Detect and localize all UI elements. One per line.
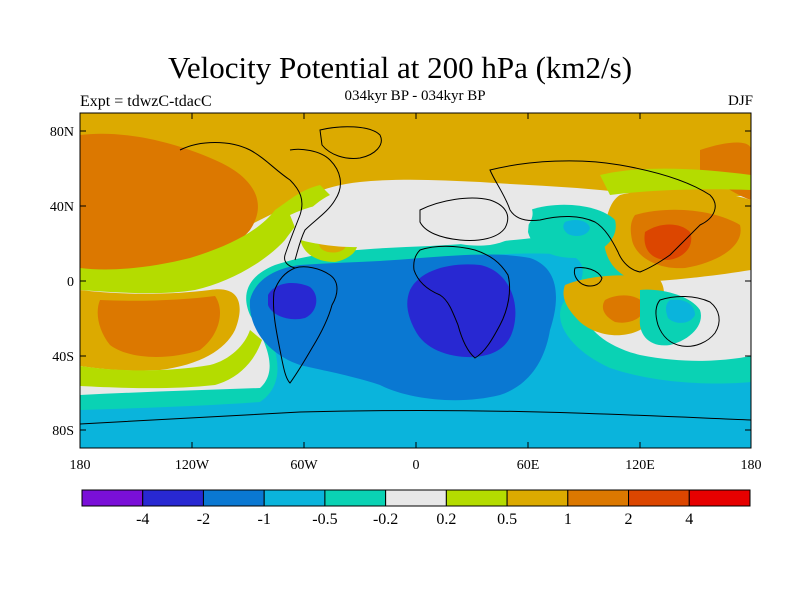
lon-label-180e: 180 [741,458,762,473]
lat-label-40n: 40N [50,200,74,215]
colorbar-label: 4 [685,511,693,528]
contour-west-pacific-maximum [644,224,692,260]
contour-north-pacific-positive [80,133,258,281]
colorbar-label: -4 [136,511,149,528]
lon-label-60w: 60W [290,458,318,473]
lon-ticks [191,113,641,448]
coastline-north-america-west [179,142,303,269]
contour-indian-core [602,295,645,323]
lat-label-80n: 80N [50,125,74,140]
contour-mediterranean-neutral [430,193,533,246]
colorbar-swatch [688,489,751,507]
colorbar-label: -0.5 [312,511,337,528]
lat-ticks [80,130,751,431]
contour-australia-core [665,299,695,323]
lon-label-0: 0 [413,458,420,473]
contour-pacific-ring [80,185,330,294]
contour-africa-minimum [407,264,516,358]
coastline-greenland [319,126,382,159]
colorbar-label: 0.2 [436,511,456,528]
colorbar-swatch [263,489,326,507]
colorbar-label: 0.5 [497,511,517,528]
contour-south-america-minimum [268,283,317,320]
coastline-antarctica [80,410,751,425]
lat-label-40s: 40S [52,350,74,365]
colorbar-label: -0.2 [373,511,398,528]
contour-atlantic-neutral [290,202,401,248]
colorbar-label: -2 [197,511,210,528]
lat-label-eq: 0 [67,275,74,290]
colorbar-swatch [567,489,630,507]
colorbar: -4 -2 -1 -0.5 -0.2 0.2 0.5 1 2 4 [81,489,751,528]
contour-field [80,113,751,448]
colorbar-swatch [385,489,447,507]
contour-siberia-ring [600,168,751,195]
lon-label-60e: 60E [517,458,540,473]
season-label: DJF [727,93,753,109]
coastline-africa [413,245,511,359]
colorbar-label: -1 [258,511,271,528]
colorbar-swatch [81,489,144,507]
coastline-south-america [273,266,338,384]
lon-label-120e: 120E [625,458,655,473]
coastline-indonesia [573,267,603,287]
contour-south-pacific-ring [80,330,262,389]
colorbar-swatch [628,489,690,507]
colorbar-swatch [324,489,387,507]
contour-north-band [80,113,751,272]
coastlines [80,126,751,425]
colorbar-swatch [445,489,508,507]
coastline-europe [419,197,509,241]
chart-subtitle: 034kyr BP - 034kyr BP [344,88,486,104]
coastline-asia [489,160,716,273]
experiment-label: Expt = tdwzC-tdacC [80,93,212,110]
contour-south-pacific-core [97,296,220,357]
colorbar-label: 2 [625,511,633,528]
colorbar-swatch [506,489,569,507]
contour-asia-core [563,220,590,236]
colorbar-label: 1 [564,511,572,528]
colorbar-swatch [142,489,204,507]
coastline-australia [655,296,720,347]
coastline-north-america-east [289,148,341,261]
lat-label-80s: 80S [52,424,74,439]
lon-label-180w: 180 [70,458,91,473]
chart-title: Velocity Potential at 200 hPa (km2/s) [167,50,633,85]
lon-label-120w: 120W [175,458,210,473]
colorbar-swatch [202,489,265,507]
